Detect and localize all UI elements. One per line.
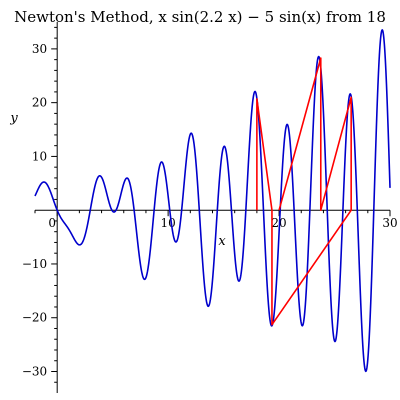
x-axis-label: x — [218, 234, 226, 249]
function-curve-layer — [34, 28, 391, 373]
newton-iteration-path — [256, 57, 352, 326]
y-axis-label: y — [9, 111, 18, 126]
y-tick-label: −30 — [22, 364, 47, 378]
function-curve — [34, 28, 391, 373]
x-tick-label: 30 — [382, 216, 397, 230]
x-tick-label: 10 — [160, 216, 175, 230]
y-tick-label: 20 — [32, 96, 47, 110]
x-tick-label: 0 — [48, 216, 56, 230]
newton-path-layer — [256, 57, 352, 326]
chart-title: Newton's Method, x sin(2.2 x) − 5 sin(x)… — [14, 8, 386, 26]
y-tick-label: −10 — [22, 257, 47, 271]
y-tick-label: 30 — [32, 42, 47, 56]
y-tick-label: 10 — [32, 149, 47, 163]
y-tick-label: −20 — [22, 311, 47, 325]
